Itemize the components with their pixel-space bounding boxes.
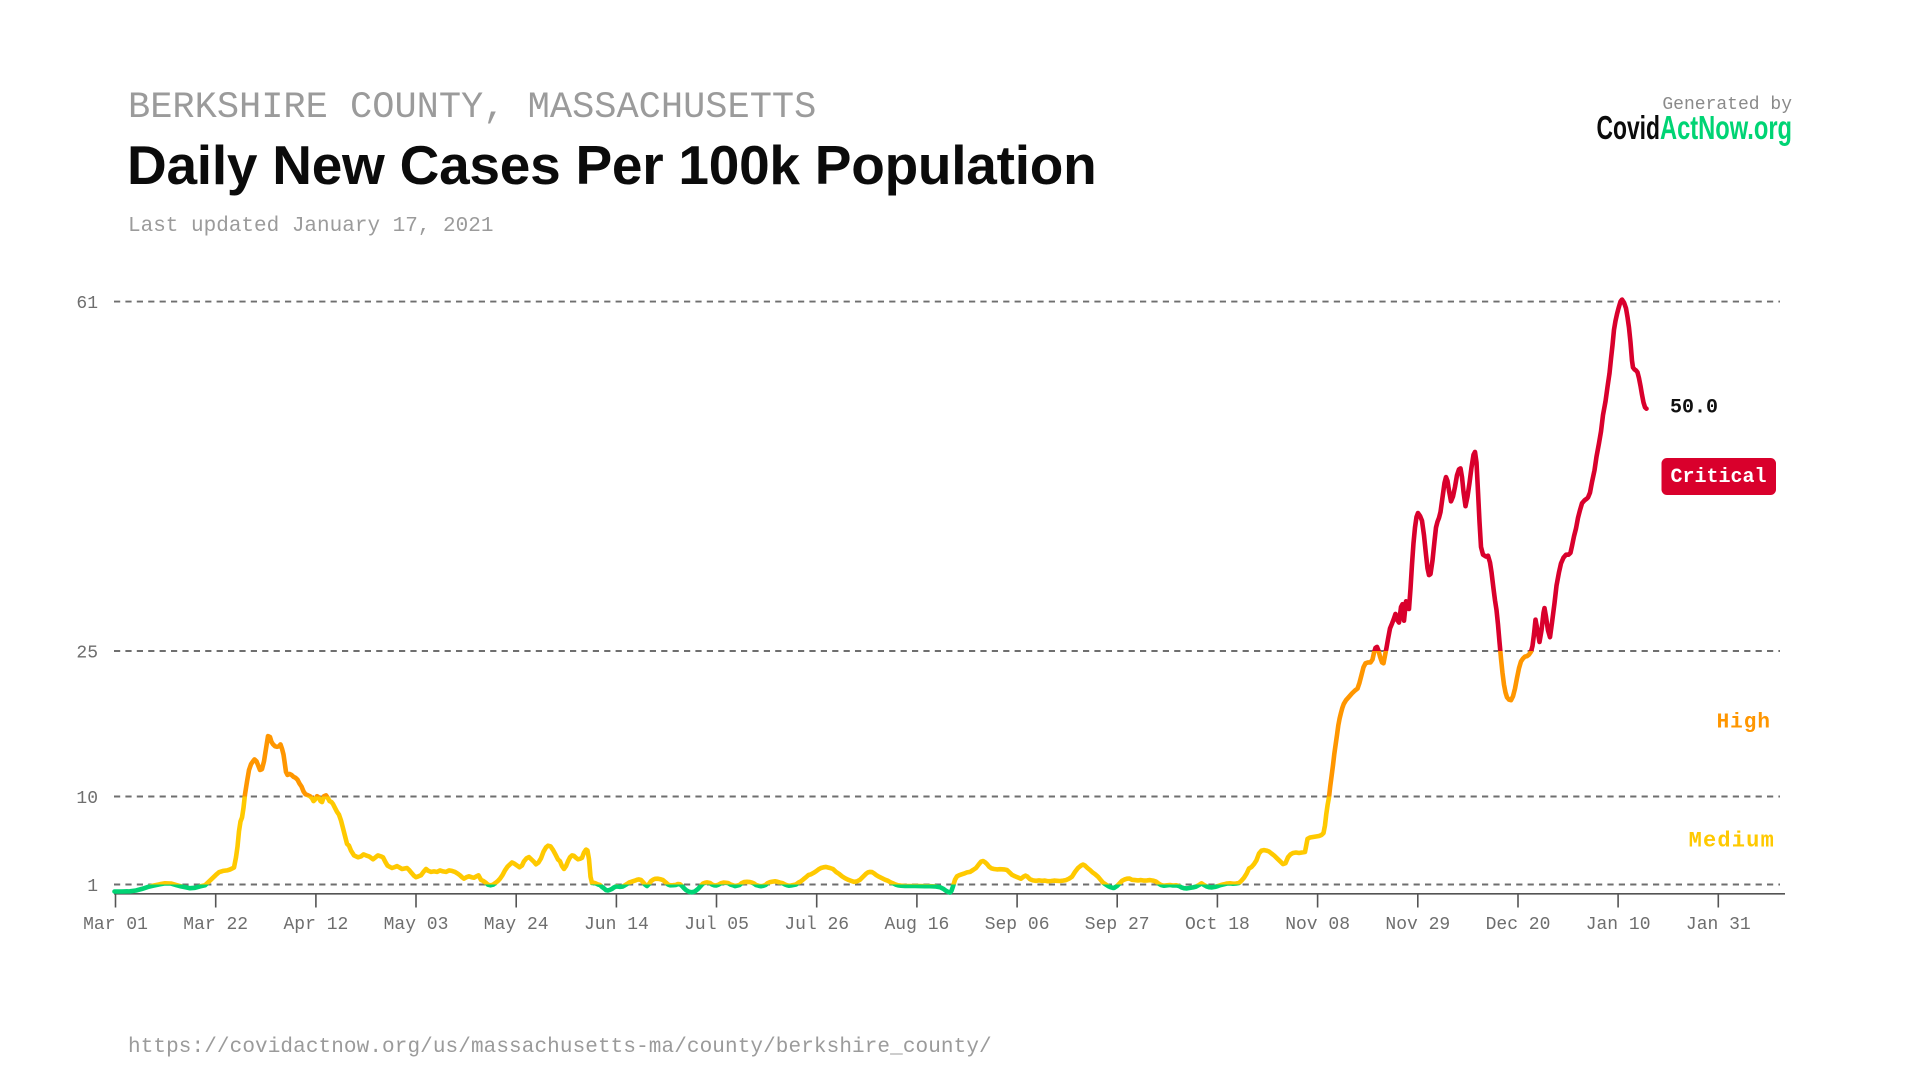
svg-text:Sep 27: Sep 27: [1085, 915, 1150, 935]
svg-text:Mar 22: Mar 22: [183, 915, 248, 935]
svg-text:Critical: Critical: [1670, 466, 1766, 489]
svg-text:Dec 20: Dec 20: [1486, 915, 1551, 935]
svg-text:May 24: May 24: [484, 915, 549, 935]
svg-text:ActNow.org: ActNow.org: [1660, 109, 1792, 146]
svg-text:Oct 18: Oct 18: [1185, 915, 1250, 935]
svg-text:10: 10: [76, 789, 98, 809]
svg-text:Jul 26: Jul 26: [784, 915, 849, 935]
svg-text:25: 25: [76, 644, 98, 664]
svg-text:Sep 06: Sep 06: [985, 915, 1050, 935]
svg-text:High: High: [1717, 712, 1771, 735]
svg-text:1: 1: [87, 877, 98, 897]
svg-text:Jun 14: Jun 14: [584, 915, 649, 935]
svg-text:Aug 16: Aug 16: [884, 915, 949, 935]
svg-text:Nov 29: Nov 29: [1385, 915, 1450, 935]
svg-text:Medium: Medium: [1689, 829, 1775, 854]
svg-text:Mar 01: Mar 01: [83, 915, 148, 935]
svg-text:Apr 12: Apr 12: [283, 915, 348, 935]
svg-text:Nov 08: Nov 08: [1285, 915, 1350, 935]
svg-text:May 03: May 03: [384, 915, 449, 935]
svg-text:Covid: Covid: [1597, 109, 1661, 146]
svg-text:61: 61: [76, 294, 98, 314]
svg-text:Jan 10: Jan 10: [1586, 915, 1651, 935]
svg-text:50.0: 50.0: [1670, 397, 1718, 420]
svg-text:Jan 31: Jan 31: [1686, 915, 1751, 935]
svg-text:Jul 05: Jul 05: [684, 915, 749, 935]
